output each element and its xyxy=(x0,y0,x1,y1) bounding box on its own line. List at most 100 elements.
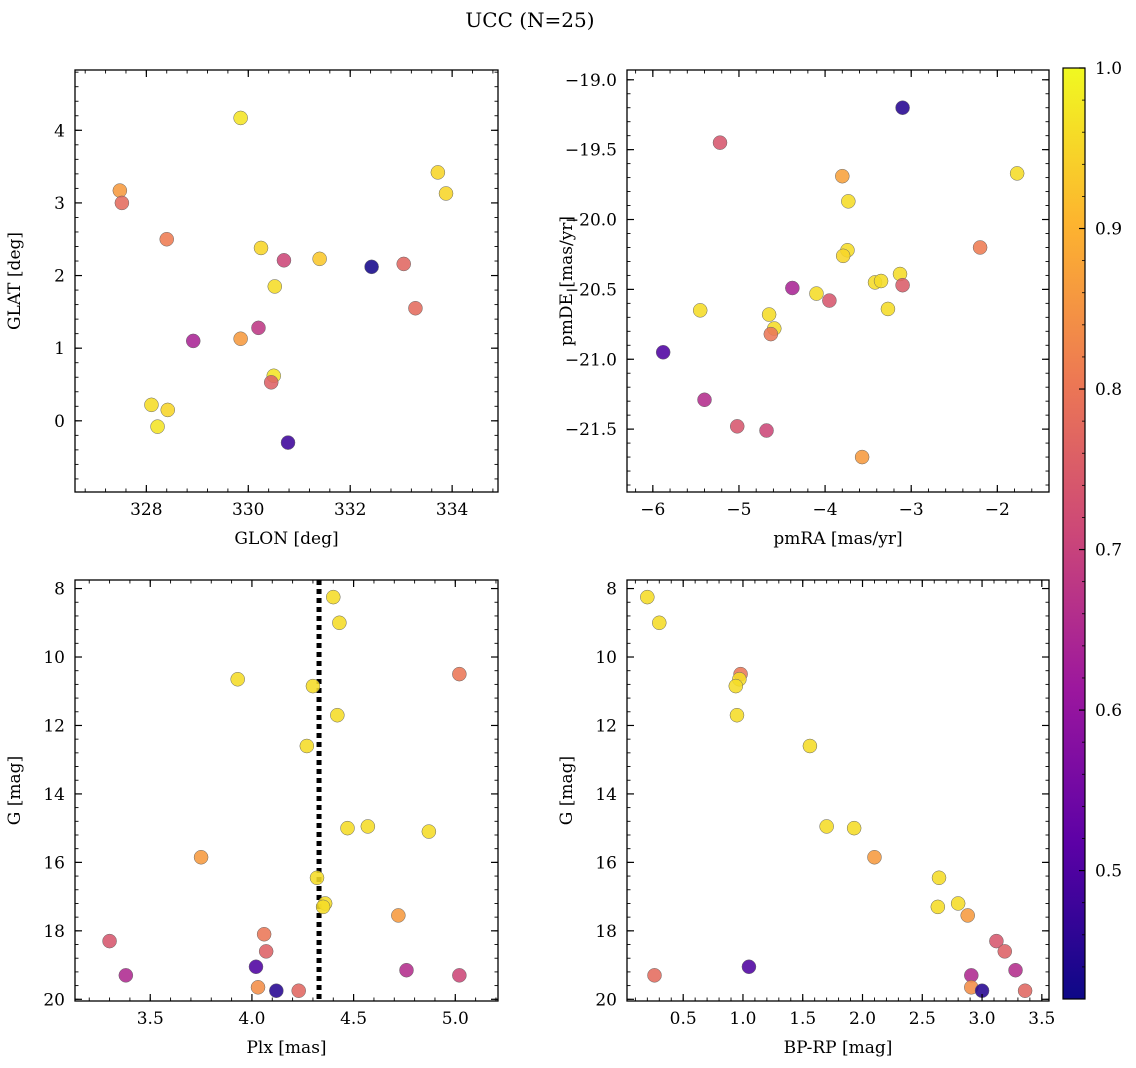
data-point xyxy=(972,240,988,255)
y-tick-label: 18 xyxy=(43,922,65,942)
data-point xyxy=(114,195,130,211)
x-tick-label: 334 xyxy=(436,500,468,520)
y-tick-label: 12 xyxy=(43,716,65,736)
data-point xyxy=(697,392,712,408)
data-point xyxy=(159,231,174,247)
x-tick-label: 3.5 xyxy=(1028,1009,1055,1029)
data-point xyxy=(712,135,728,150)
x-tick-label: −4 xyxy=(813,500,838,520)
colorbar-tick-label: 0.6 xyxy=(1095,701,1122,721)
x-axis-label: Plx [mas] xyxy=(246,1038,326,1058)
y-tick-label: 8 xyxy=(606,580,617,600)
data-point xyxy=(692,303,708,318)
data-point xyxy=(399,962,414,978)
colorbar-tick-label: 0.8 xyxy=(1095,380,1122,400)
data-point xyxy=(250,980,266,995)
axes-frame xyxy=(74,69,499,493)
colorbar: 0.5 0.6 0.7 0.8 0.9 1.0 xyxy=(1062,59,1122,1000)
data-point xyxy=(835,248,851,264)
x-tick-label: −5 xyxy=(726,500,751,520)
data-point xyxy=(763,326,779,342)
axes-frame xyxy=(626,69,1050,493)
x-axis-label: GLON [deg] xyxy=(234,529,338,549)
data-point xyxy=(1008,962,1023,978)
y-tick-label: 12 xyxy=(595,716,617,736)
data-point xyxy=(640,589,655,605)
colorbar-tick-label: 0.5 xyxy=(1095,862,1122,882)
data-point xyxy=(846,820,862,836)
y-axis-label: G [mag] xyxy=(5,756,25,825)
data-point xyxy=(269,983,284,998)
data-point xyxy=(841,194,856,209)
x-tick-label: 332 xyxy=(334,500,366,520)
data-point xyxy=(759,423,774,438)
x-axis-label: pmRA [mas/yr] xyxy=(773,529,902,549)
y-tick-label: 14 xyxy=(43,785,65,805)
data-point xyxy=(185,333,201,349)
y-tick-label: 10 xyxy=(595,648,617,668)
data-point xyxy=(391,908,406,923)
data-point xyxy=(880,301,896,317)
data-point xyxy=(160,402,176,418)
colorbar-tick-label: 1.0 xyxy=(1095,59,1122,79)
data-point xyxy=(785,280,800,296)
data-point xyxy=(655,345,671,360)
data-point xyxy=(267,279,283,294)
data-point xyxy=(193,849,209,865)
data-point xyxy=(332,615,347,631)
data-point xyxy=(263,375,279,390)
panel-1: 328 330 332 334 0 1 2 3 4 GLON [deg] GLAT [deg] xyxy=(5,69,499,549)
data-point xyxy=(326,589,341,605)
y-tick-label: 3 xyxy=(54,194,65,214)
y-tick-label: 1 xyxy=(54,339,65,359)
x-tick-label: −2 xyxy=(985,500,1010,520)
data-point xyxy=(258,944,274,959)
data-point xyxy=(930,899,946,915)
y-tick-label: −20.0 xyxy=(565,211,617,231)
x-tick-label: 4.5 xyxy=(340,1009,367,1029)
data-point xyxy=(761,307,777,322)
data-point xyxy=(895,100,910,115)
data-point xyxy=(150,419,165,434)
y-tick-label: 14 xyxy=(595,785,617,805)
data-point xyxy=(360,819,376,834)
data-point xyxy=(989,933,1004,949)
data-point xyxy=(997,944,1013,959)
data-point xyxy=(396,256,411,272)
data-point xyxy=(299,738,315,754)
data-point xyxy=(802,738,818,754)
data-point xyxy=(312,251,327,267)
data-point xyxy=(251,320,266,336)
y-tick-label: 2 xyxy=(54,267,65,287)
x-axis-label: BP-RP [mag] xyxy=(784,1038,893,1058)
data-point xyxy=(729,419,745,434)
data-point xyxy=(233,331,248,346)
y-tick-label: −20.5 xyxy=(565,280,617,300)
x-tick-label: 328 xyxy=(130,500,162,520)
data-point xyxy=(330,707,345,723)
x-tick-label: 3.0 xyxy=(969,1009,996,1029)
y-tick-label: 20 xyxy=(595,990,617,1010)
data-point xyxy=(276,253,292,268)
y-axis-label: G [mag] xyxy=(557,756,577,825)
data-point xyxy=(895,277,910,293)
data-point xyxy=(652,615,667,631)
data-point xyxy=(315,899,331,915)
data-point xyxy=(854,449,870,465)
y-tick-label: −19.5 xyxy=(565,141,617,161)
data-point xyxy=(741,959,757,975)
y-tick-label: 8 xyxy=(54,580,65,600)
x-tick-label: 1.0 xyxy=(729,1009,756,1029)
data-point xyxy=(960,908,975,923)
data-point xyxy=(873,273,889,289)
x-tick-label: 1.5 xyxy=(789,1009,816,1029)
data-point xyxy=(822,293,837,308)
data-point xyxy=(256,927,272,942)
data-point xyxy=(364,259,379,275)
y-tick-label: 16 xyxy=(43,853,65,873)
y-axis-label: pmDE [mas/yr] xyxy=(557,216,577,346)
y-tick-label: 20 xyxy=(43,990,65,1010)
x-tick-label: 2.5 xyxy=(909,1009,936,1029)
data-point xyxy=(118,968,134,983)
